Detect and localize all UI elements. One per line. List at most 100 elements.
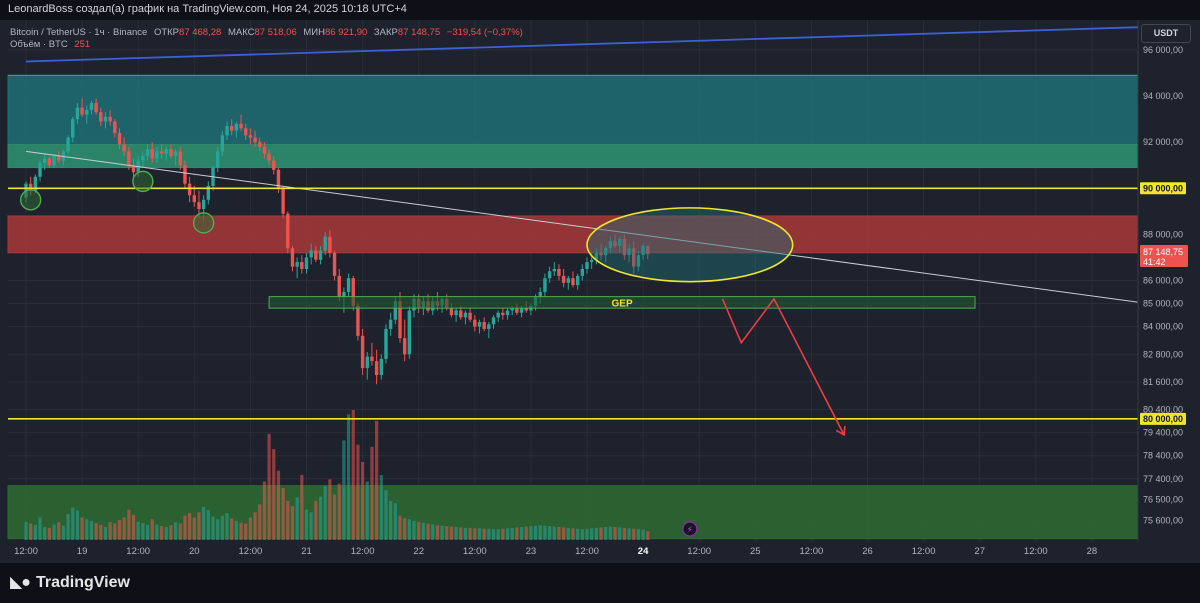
highlight-ellipse[interactable] xyxy=(586,207,794,283)
lightning-icon[interactable] xyxy=(682,521,698,537)
candle-body xyxy=(622,239,627,256)
volume-bar xyxy=(43,527,47,540)
candle-body xyxy=(304,257,309,269)
volume-bar xyxy=(370,446,374,540)
candle-body xyxy=(108,116,112,122)
volume-bar xyxy=(318,496,323,540)
marker-circle[interactable] xyxy=(192,212,215,234)
volume-bar xyxy=(346,414,351,540)
volume-bar xyxy=(538,525,542,540)
candle-body xyxy=(346,278,351,293)
volume-bar xyxy=(468,527,472,540)
volume-bar xyxy=(113,523,117,540)
volume-bar xyxy=(323,485,327,540)
currency-button[interactable]: USDT xyxy=(1141,24,1191,43)
candle-body xyxy=(477,321,482,327)
drawings[interactable]: GEP ⚡ xyxy=(8,26,1149,537)
volume-bar xyxy=(393,503,397,540)
legend-symbol[interactable]: Bitcoin / TetherUS · 1ч · Binance xyxy=(10,27,148,38)
candle-body xyxy=(337,275,341,297)
candle-body xyxy=(159,151,164,154)
volume-bar xyxy=(604,527,608,540)
level-price-tag[interactable] xyxy=(1140,182,1186,195)
candle-body xyxy=(201,199,206,210)
candle-body xyxy=(342,292,346,297)
candle-body xyxy=(510,308,514,311)
legend-volume-label[interactable]: Объём · BTC xyxy=(10,39,68,50)
gap-zone[interactable] xyxy=(268,296,976,309)
legend-volume-value: 251 xyxy=(74,39,91,50)
volume-bar xyxy=(375,420,379,540)
price-axis-label: 82 800,00 xyxy=(1143,349,1183,359)
candle-body xyxy=(99,112,103,122)
marker-circle[interactable] xyxy=(132,170,154,193)
volume-bars xyxy=(24,410,650,540)
candle-body xyxy=(309,250,313,258)
volume-bar xyxy=(89,520,94,540)
time-axis[interactable]: 12:00 19 12:00 20 12:00 21 12:00 22 12:00 23 12:00… xyxy=(14,546,1097,557)
volume-bar xyxy=(169,525,173,540)
candle-body xyxy=(641,245,645,256)
candle-body xyxy=(28,183,33,191)
volume-bar xyxy=(38,517,42,540)
candle-body xyxy=(173,151,178,157)
volume-bar xyxy=(473,528,477,540)
candle-body xyxy=(286,213,290,249)
volume-bar xyxy=(281,488,285,540)
gap-zone-label: GEP xyxy=(612,298,633,309)
level-price-tag[interactable] xyxy=(1140,412,1186,425)
volume-bar xyxy=(103,527,108,540)
candle-body xyxy=(505,310,510,316)
price-axis-label: 76 500,00 xyxy=(1143,495,1183,505)
current-price-countdown: 41:42 xyxy=(1143,257,1166,267)
volume-bar xyxy=(496,529,500,540)
tradingview-brand-text: TradingView xyxy=(35,574,130,591)
volume-bar xyxy=(197,512,201,540)
price-axis-label: 78 400,00 xyxy=(1143,451,1183,461)
candle-body xyxy=(169,149,173,157)
marker-circle[interactable] xyxy=(19,189,42,211)
candle-body xyxy=(599,252,603,256)
current-price-tag[interactable] xyxy=(1140,245,1188,268)
candle-body xyxy=(608,241,613,249)
tradingview-logo-icon: ◣● xyxy=(10,574,31,591)
candle-body xyxy=(234,123,239,131)
candle-body xyxy=(487,324,491,329)
time-axis-label: 12:00 xyxy=(687,546,711,557)
volume-bar xyxy=(524,526,528,540)
white-trendline[interactable] xyxy=(25,150,1149,305)
volume-bar xyxy=(202,507,206,540)
candle-body xyxy=(604,248,608,256)
volume-bar xyxy=(482,528,486,540)
volume-bar xyxy=(150,519,154,540)
candle-body xyxy=(225,126,229,136)
time-axis-label: 19 xyxy=(77,546,88,557)
candle-body xyxy=(538,292,542,297)
time-axis-label: 20 xyxy=(189,546,200,557)
volume-bar xyxy=(33,524,37,540)
lightning-icon-glyph: ⚡ xyxy=(687,525,693,535)
time-axis-label: 12:00 xyxy=(463,546,487,557)
time-axis-label: 12:00 xyxy=(1024,546,1048,557)
candle-body xyxy=(407,310,412,355)
candle-body xyxy=(187,183,192,196)
legend-low-value: 86 921,90 xyxy=(325,27,368,38)
volume-bar xyxy=(192,517,196,540)
price-axis[interactable]: 96 000,00 94 000,00 92 000,00 88 000,00 86 0… xyxy=(1137,20,1200,561)
candle-body xyxy=(47,158,52,166)
volume-bar xyxy=(206,510,210,540)
candle-body xyxy=(393,301,398,320)
blue-trendline[interactable] xyxy=(25,26,1149,63)
tradingview-logo[interactable]: ◣● TradingView xyxy=(10,572,130,592)
forecast-arrow-path[interactable] xyxy=(721,297,845,436)
legend-row-volume: Объём · BTC 251 xyxy=(10,39,523,51)
volume-bar xyxy=(445,526,449,540)
volume-bar xyxy=(501,528,505,540)
price-axis-label: 92 000,00 xyxy=(1143,137,1183,147)
footer-bar xyxy=(0,563,1200,603)
price-axis-label: 88 000,00 xyxy=(1143,229,1183,239)
candle-body xyxy=(85,109,89,115)
candle-body xyxy=(89,102,94,110)
volume-bar xyxy=(29,523,33,540)
